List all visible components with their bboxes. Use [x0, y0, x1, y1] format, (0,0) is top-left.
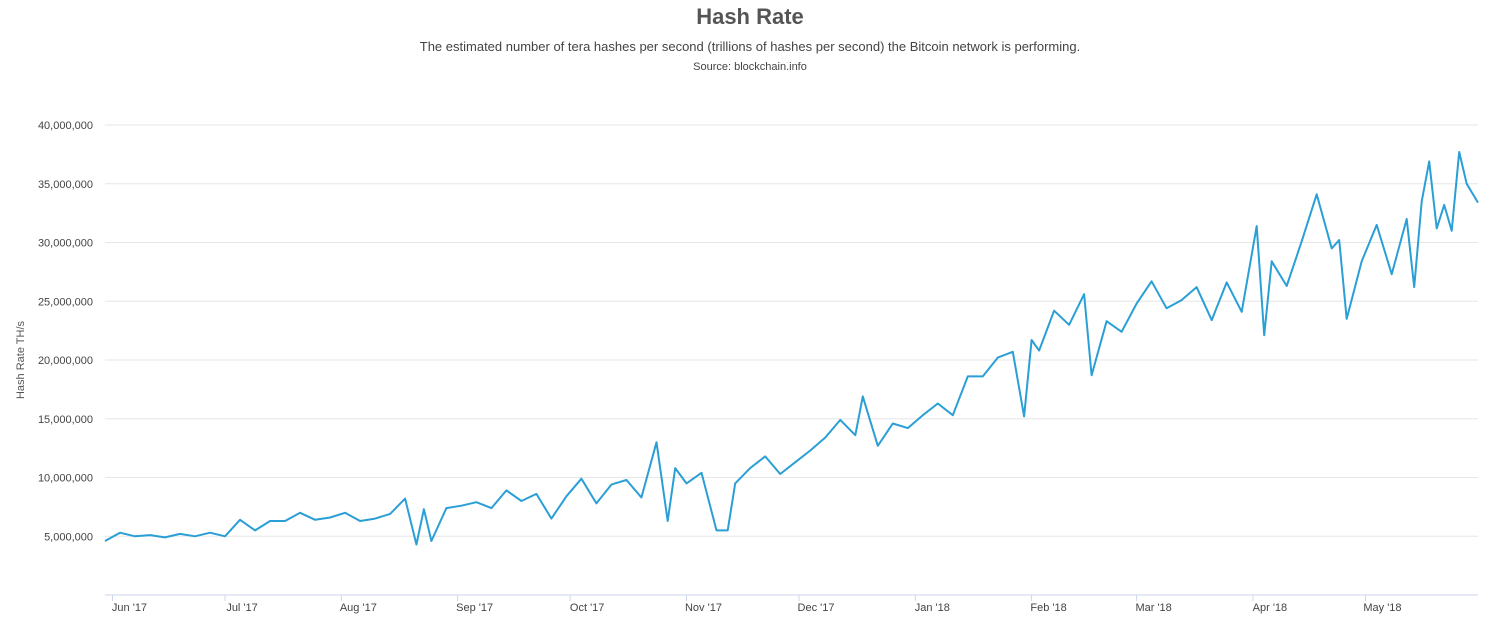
x-axis: Jun '17 Jul '17 Aug '17 Sep '17 Oct '17 Nov '… — [105, 594, 1478, 614]
y-tick-label: 20,000,000 — [38, 355, 93, 367]
y-axis-tick-labels: 5,000,000 10,000,000 15,000,000 20,000,000 2… — [38, 120, 93, 543]
x-tick-label: Jan '18 — [915, 602, 950, 614]
y-tick-label: 25,000,000 — [38, 296, 93, 308]
y-tick-label: 30,000,000 — [38, 238, 93, 250]
y-tick-label: 40,000,000 — [38, 120, 93, 132]
x-tick-label: Jul '17 — [226, 602, 257, 614]
hash-rate-series-line — [104, 151, 1479, 546]
y-tick-label: 5,000,000 — [44, 531, 93, 543]
plot-area — [104, 151, 1479, 546]
y-tick-label: 10,000,000 — [38, 473, 93, 485]
x-tick-label: Sep '17 — [456, 602, 493, 614]
x-tick-label: May '18 — [1363, 602, 1401, 614]
x-tick-label: Jun '17 — [112, 602, 147, 614]
y-tick-label: 35,000,000 — [38, 179, 93, 191]
x-tick-label: Dec '17 — [798, 602, 835, 614]
x-tick-label: Aug '17 — [340, 602, 377, 614]
grid-lines — [105, 124, 1478, 537]
x-tick-label: Nov '17 — [685, 602, 722, 614]
chart-subtitle: The estimated number of tera hashes per … — [419, 39, 1081, 54]
chart-source: Source: blockchain.info — [693, 61, 807, 73]
chart-title: Hash Rate — [696, 4, 804, 29]
y-axis-title: Hash Rate TH/s — [15, 320, 27, 399]
x-tick-label: Feb '18 — [1030, 602, 1066, 614]
x-tick-label: Apr '18 — [1253, 602, 1288, 614]
y-tick-label: 15,000,000 — [38, 414, 93, 426]
x-tick-label: Oct '17 — [570, 602, 605, 614]
x-tick-label: Mar '18 — [1135, 602, 1171, 614]
